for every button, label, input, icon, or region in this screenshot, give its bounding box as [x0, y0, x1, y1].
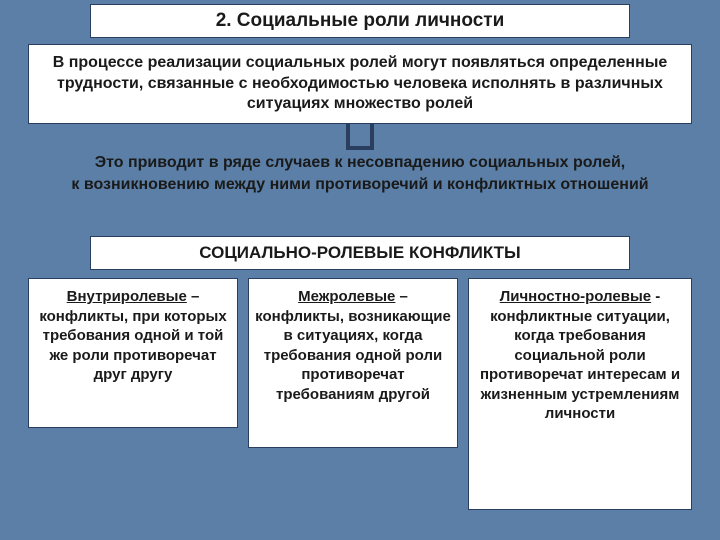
conflict-rest-personal: - конфликтные ситуации, когда требования…: [480, 288, 680, 422]
conflicts-title-text: СОЦИАЛЬНО-РОЛЕВЫЕ КОНФЛИКТЫ: [199, 243, 520, 263]
middle-text-block: Это приводит в ряде случаев к несовпаден…: [0, 152, 720, 195]
conflict-rest-inter: – конфликты, возникающие в ситуациях, ко…: [255, 288, 451, 403]
intro-text: В процессе реализации социальных ролей м…: [39, 53, 681, 115]
conflict-term-personal: Личностно-ролевые: [500, 288, 651, 305]
connector-bottom: [346, 146, 374, 150]
middle-line1: Это приводит в ряде случаев к несовпаден…: [50, 152, 670, 174]
title-box: 2. Социальные роли личности: [90, 4, 630, 38]
conflict-term-inter: Межролевые: [298, 288, 395, 305]
conflict-box-personal: Личностно-ролевые - конфликтные ситуации…: [468, 278, 692, 510]
conflict-term-intra: Внутриролевые: [67, 288, 187, 305]
title-text: 2. Социальные роли личности: [216, 10, 505, 32]
conflict-box-inter: Межролевые – конфликты, возникающие в си…: [248, 278, 458, 448]
connector: [346, 124, 374, 150]
conflict-box-intra: Внутриролевые – конфликты, при которых т…: [28, 278, 238, 428]
middle-line2: к возникновению между ними противоречий …: [50, 174, 670, 196]
intro-box: В процессе реализации социальных ролей м…: [28, 44, 692, 124]
conflicts-title-box: СОЦИАЛЬНО-РОЛЕВЫЕ КОНФЛИКТЫ: [90, 236, 630, 270]
